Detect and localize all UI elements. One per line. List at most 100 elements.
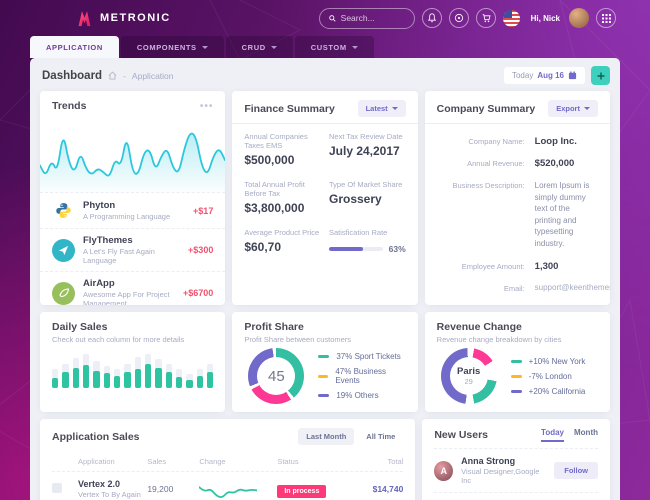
- application-sales-table: Application Sales Change Status Total Ve…: [40, 451, 415, 500]
- finance-field: Total Annual Profit Before Tax $3,800,000: [244, 180, 305, 215]
- user-name: Anna Strong: [461, 456, 516, 466]
- export-dropdown-button[interactable]: Export: [548, 100, 598, 117]
- user-list-item[interactable]: A Anna Strong Visual Designer,Google Inc…: [434, 448, 598, 492]
- new-users-card: New Users Today Month A Anna Strong Visu…: [422, 419, 610, 500]
- follow-button[interactable]: Follow: [554, 462, 598, 479]
- trends-item-airapp[interactable]: AirApp Awesome App For Project Managemen…: [40, 272, 225, 305]
- user-role: Visual Designer,Google Inc: [461, 467, 540, 485]
- date-picker-button[interactable]: Today Aug 16: [503, 67, 585, 84]
- revenue-change-card: Revenue Change Revenue change breakdown …: [424, 312, 610, 412]
- bar: [196, 354, 203, 388]
- tab-custom[interactable]: CUSTOM: [294, 36, 374, 58]
- settings-button[interactable]: [448, 8, 469, 28]
- content-area: Dashboard - Application Today Aug 16 Tre…: [30, 58, 620, 500]
- satisfaction-rate: Satisfication Rate 63%: [328, 228, 406, 254]
- quick-panel-button[interactable]: [596, 8, 616, 28]
- search-input[interactable]: [318, 7, 415, 29]
- trends-card: Trends ••• Phyton A Programming Language…: [40, 91, 226, 305]
- user-avatar[interactable]: [569, 8, 589, 28]
- daily-sales-bar-chart: [52, 354, 214, 388]
- latest-dropdown-button[interactable]: Latest: [357, 100, 406, 117]
- trends-item-value: +$6700: [183, 288, 214, 298]
- company-row: Company Name: Loop Inc.: [468, 136, 577, 147]
- search-field[interactable]: [340, 13, 405, 23]
- status-badge: In process: [277, 485, 327, 498]
- tab-month[interactable]: Month: [574, 428, 598, 437]
- revenue-change-title: Revenue Change: [436, 321, 522, 333]
- cart-button[interactable]: [475, 8, 496, 28]
- trends-item-desc: A Programming Language: [83, 212, 171, 221]
- profit-share-title: Profit Share: [244, 321, 304, 333]
- profit-share-legend: 37% Sport Tickets 47% Business Events 19…: [318, 352, 405, 400]
- breadcrumb-page[interactable]: Application: [131, 70, 174, 81]
- tab-crud[interactable]: CRUD: [225, 36, 293, 58]
- legend-dash: [510, 359, 522, 363]
- tab-components[interactable]: COMPONENTS: [120, 36, 224, 58]
- bar: [113, 354, 121, 388]
- brand-logo[interactable]: METRONIC: [76, 10, 171, 27]
- trends-item-name: Phyton: [83, 200, 116, 211]
- finance-title: Finance Summary: [244, 102, 335, 115]
- company-row: Phone:(0) 123 456 78 90: [437, 304, 598, 305]
- bar: [134, 354, 141, 388]
- row-checkbox[interactable]: [52, 483, 62, 493]
- revenue-change-legend: +10% New York -7% London +20% California: [510, 357, 585, 396]
- tab-today[interactable]: Today: [541, 428, 564, 442]
- language-flag-icon[interactable]: [502, 9, 520, 27]
- bar: [124, 354, 131, 388]
- legend-dash: [318, 374, 329, 378]
- settings-icon: [454, 13, 463, 23]
- python-icon: [52, 199, 75, 222]
- add-button[interactable]: [591, 66, 610, 85]
- sales-value: 19,200: [147, 484, 174, 494]
- table-header-row: Application Sales Change Status Total: [78, 457, 404, 466]
- metronic-logo-icon: [78, 10, 91, 26]
- donut-center-city: Paris: [457, 366, 481, 377]
- bar: [52, 354, 59, 388]
- chevron-down-icon: [201, 45, 208, 49]
- company-row: Email:support@keenthemes.com: [503, 282, 610, 293]
- search-icon: [328, 14, 336, 22]
- bar: [186, 354, 193, 388]
- legend-dash: [318, 355, 330, 358]
- brand-name: METRONIC: [100, 12, 171, 24]
- notifications-button[interactable]: [421, 8, 442, 28]
- chevron-down-icon: [391, 107, 398, 110]
- last-month-button[interactable]: Last Month: [298, 428, 355, 445]
- trends-title: Trends: [52, 100, 87, 112]
- app-name: Vertex 2.0: [78, 479, 121, 489]
- revenue-change-subtitle: Revenue change breakdown by cities: [436, 335, 562, 344]
- home-icon[interactable]: [108, 71, 117, 80]
- tab-application[interactable]: APPLICATION: [30, 36, 119, 58]
- main-nav: APPLICATION COMPONENTS CRUD CUSTOM: [30, 36, 650, 58]
- trends-item-desc: A Let's Fly Fast Again Language: [83, 247, 155, 265]
- legend-dash: [510, 374, 522, 378]
- trends-item-name: AirApp: [83, 278, 115, 289]
- application-sales-title: Application Sales: [52, 430, 140, 443]
- bar: [62, 354, 69, 388]
- daily-sales-card: Daily Sales Check out each column for mo…: [40, 312, 226, 412]
- bar: [144, 354, 152, 388]
- more-options-icon[interactable]: •••: [199, 100, 214, 112]
- bar: [175, 354, 183, 388]
- company-title: Company Summary: [436, 102, 536, 115]
- cart-icon: [482, 14, 491, 23]
- grid-icon: [601, 13, 611, 23]
- all-time-button[interactable]: All Time: [358, 428, 403, 445]
- bar: [206, 354, 214, 388]
- user-list-item[interactable]: M Milano Esco Product Designer, Apple In…: [434, 492, 598, 500]
- trends-item-flythemes[interactable]: FlyThemes A Let's Fly Fast Again Languag…: [40, 229, 226, 272]
- user-greeting: Hi, Nick: [530, 13, 560, 23]
- trends-item-phyton[interactable]: Phyton A Programming Language +$17: [40, 193, 226, 229]
- donut-center-value: 29: [464, 377, 473, 386]
- plus-icon: [597, 72, 604, 79]
- profit-share-subtitle: Profit Share between customers: [244, 335, 352, 344]
- chevron-down-icon: [270, 45, 277, 49]
- top-header: METRONIC Hi, Nick: [0, 0, 650, 36]
- bar: [165, 354, 172, 388]
- leaf-badge-icon: [52, 281, 75, 305]
- table-row[interactable]: Vertex 2.0 Vertex To By Again 19,200 In …: [52, 471, 404, 500]
- bar: [82, 354, 90, 388]
- chevron-down-icon: [583, 107, 590, 110]
